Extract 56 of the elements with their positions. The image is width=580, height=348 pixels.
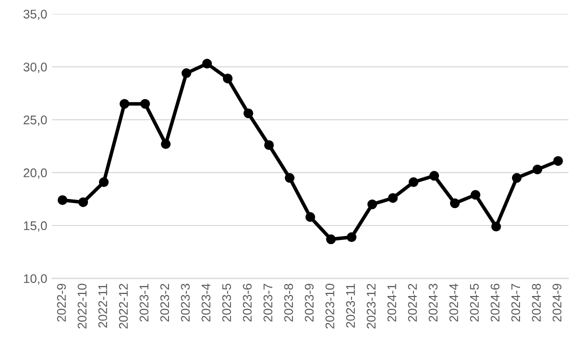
- x-tick-label: 2024-4: [449, 284, 458, 322]
- point: [450, 198, 460, 208]
- x-tick-label: 2023-2: [160, 284, 170, 322]
- point: [98, 177, 109, 187]
- x-tick-label: 2023-8: [284, 284, 294, 322]
- x-tick-label: 2023-12: [366, 284, 376, 328]
- x-tick-label: 2023-7: [264, 284, 272, 322]
- x-tick-label: 2022-11: [98, 284, 108, 328]
- point: [367, 199, 378, 210]
- x-tick-label: 2024-3: [428, 284, 438, 322]
- x-tick-label: 2024-8: [532, 284, 541, 322]
- point: [305, 212, 316, 222]
- point: [346, 232, 356, 242]
- x-tick-label: 2023-9: [304, 284, 314, 322]
- point: [78, 197, 88, 208]
- point: [408, 177, 418, 187]
- x-tick-label: 2024-5: [470, 284, 479, 322]
- x-tick-label: 2023-5: [222, 284, 232, 322]
- point: [160, 139, 171, 149]
- point: [58, 195, 68, 205]
- point: [202, 58, 212, 69]
- y-tick-label: 35,0: [23, 10, 47, 20]
- x-tick-label: 2022-9: [57, 284, 66, 322]
- point: [182, 68, 192, 78]
- point: [264, 140, 274, 150]
- x-tick-label: 2024-1: [387, 284, 396, 322]
- x-tick-label: 2023-11: [346, 284, 355, 328]
- x-tick-label: 2023-4: [202, 284, 210, 322]
- x-tick-label: 2023-10: [325, 284, 334, 328]
- point: [120, 98, 130, 109]
- point: [512, 173, 522, 183]
- point: [470, 190, 480, 200]
- y-tick-label: 10,0: [24, 274, 47, 285]
- point: [429, 170, 440, 181]
- x-tick-label: 2024-7: [511, 284, 520, 322]
- x-tick-label: 2024-2: [408, 284, 417, 322]
- y-tick-label: 15,0: [24, 221, 47, 232]
- x-tick-label: 2024-6: [490, 284, 500, 322]
- point: [222, 74, 233, 84]
- point: [284, 173, 295, 183]
- x-tick-label: 2022-10: [78, 284, 87, 328]
- x-tick-label: 2022-12: [118, 284, 128, 328]
- point: [326, 234, 336, 244]
- point: [553, 156, 563, 166]
- y-tick-label: 30,0: [23, 62, 47, 73]
- point: [388, 193, 398, 203]
- point: [243, 108, 254, 118]
- x-tick-label: 2024-9: [552, 284, 562, 322]
- x-tick-label: 2023-1: [140, 284, 148, 322]
- y-tick-label: 25,0: [24, 116, 47, 126]
- y-tick-label: 20,0: [24, 168, 47, 179]
- point: [532, 164, 542, 174]
- point: [140, 98, 150, 109]
- x-tick-label: 2023-3: [180, 284, 190, 322]
- x-tick-label: 2023-6: [242, 284, 252, 322]
- point: [491, 222, 501, 232]
